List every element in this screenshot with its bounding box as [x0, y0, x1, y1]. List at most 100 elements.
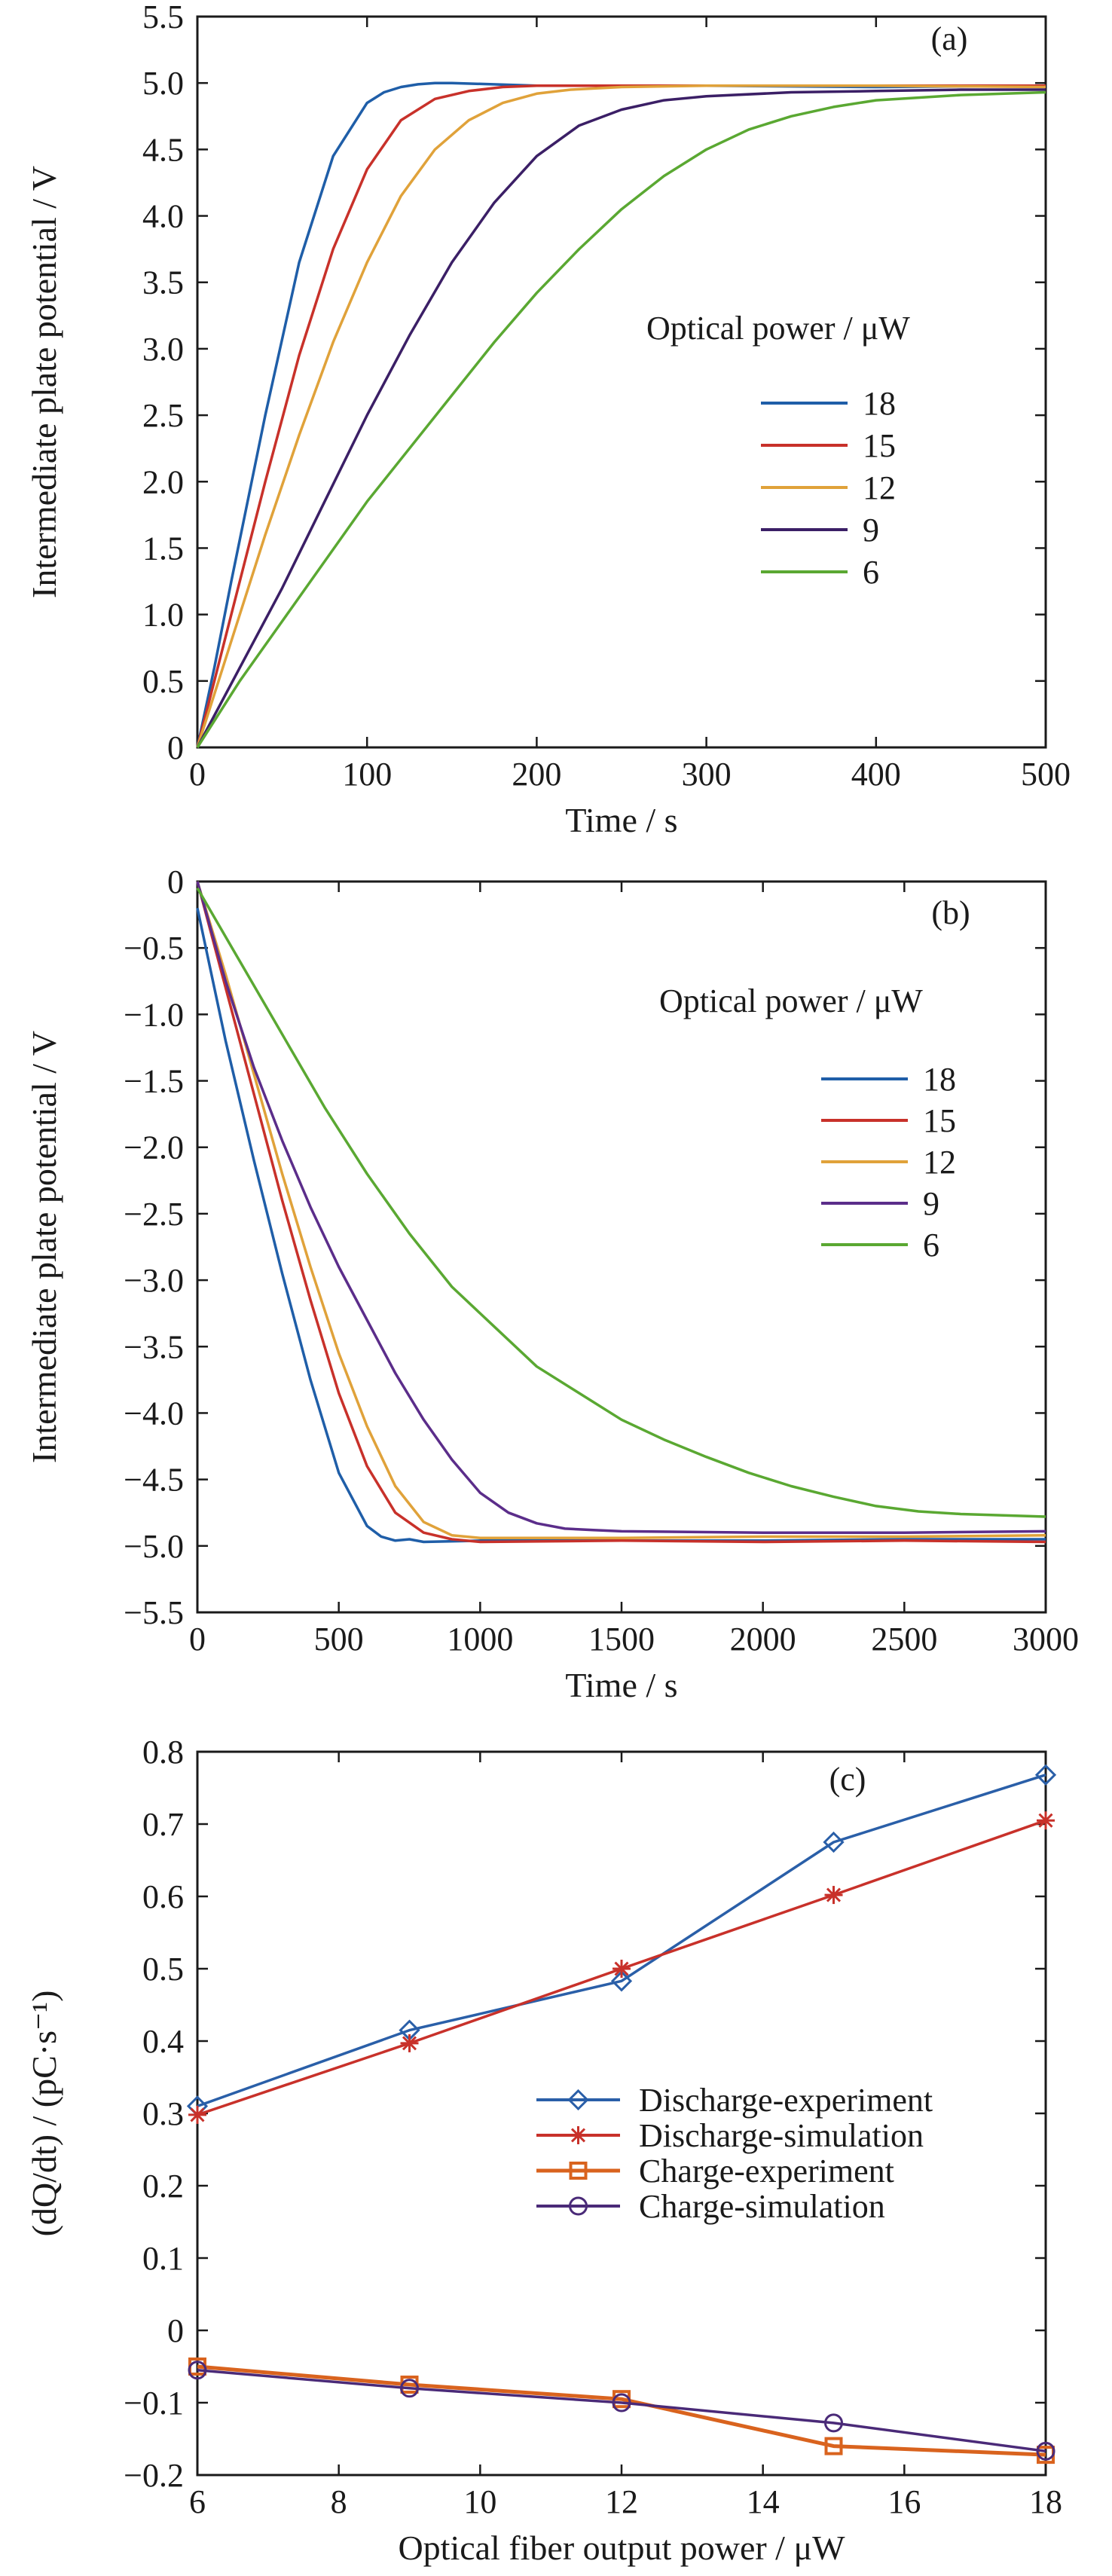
y-tick-label: 5.5	[142, 0, 184, 35]
series-line	[196, 90, 1046, 748]
y-tick-label: 2.5	[142, 397, 184, 434]
legend: Optical power / μW 18 15 12 9 6	[646, 310, 910, 591]
x-tick-label: 0	[189, 1621, 206, 1658]
y-tick-label: 0.7	[142, 1806, 184, 1843]
data-point	[188, 2105, 206, 2124]
legend-label: 12	[923, 1144, 956, 1181]
x-tick-label: 6	[189, 2483, 206, 2520]
y-tick-label: 4.5	[142, 131, 184, 168]
legend-title: Optical power / μW	[659, 982, 923, 1019]
y-tick-label: 4.0	[142, 198, 184, 235]
series-line	[196, 81, 1046, 748]
y-tick-label: 0	[167, 2312, 184, 2349]
series-Discharge-simulation	[188, 1811, 1055, 2124]
series-6	[196, 90, 1046, 748]
data-point	[400, 2379, 419, 2398]
legend-label: 15	[863, 427, 896, 464]
series-12	[196, 881, 1046, 1539]
y-tick-label: 0.2	[142, 2168, 184, 2205]
legend-marker	[569, 2162, 588, 2180]
y-tick-label: 2.0	[142, 463, 184, 500]
y-tick-label: 0.5	[142, 663, 184, 700]
data-point	[613, 1960, 631, 1978]
x-tick-label: 2000	[730, 1621, 796, 1658]
legend-label: 9	[863, 512, 879, 549]
legend-label: Discharge-experiment	[639, 2082, 933, 2119]
series-Discharge-experiment	[186, 1764, 1057, 2117]
legend-marker	[569, 2126, 588, 2144]
legend-marker	[567, 2089, 589, 2111]
series-18	[196, 81, 1046, 748]
legend-label: 9	[923, 1185, 939, 1222]
x-tick-label: 200	[512, 756, 561, 793]
legend-marker	[569, 2196, 588, 2216]
chart-panel-b: 0 500 1000 1500 2000 2500 3000 0 −0.5 −1.0 −1.5 −2.…	[25, 863, 1079, 1704]
x-tick-label: 1000	[447, 1621, 513, 1658]
x-tick-label: 16	[887, 2483, 921, 2520]
panel-label: (a)	[931, 20, 968, 57]
series-line	[196, 887, 1046, 1518]
plot-frame	[196, 15, 1047, 749]
x-tick-label: 14	[747, 2483, 780, 2520]
legend-label: Charge-simulation	[639, 2188, 885, 2225]
y-tick-label: 1.5	[142, 530, 184, 567]
legend-label: Charge-experiment	[639, 2153, 894, 2189]
x-tick-label: 18	[1029, 2483, 1062, 2520]
data-point	[400, 2034, 419, 2052]
series-line	[197, 1774, 1046, 2108]
x-tick-label: 300	[682, 756, 732, 793]
data-point	[1037, 1811, 1055, 1830]
y-tick-label: −1.5	[124, 1063, 184, 1100]
series-line	[196, 88, 1046, 748]
x-axis-title: Optical fiber output power / μW	[398, 2529, 845, 2567]
x-tick-label: 3000	[1013, 1621, 1079, 1658]
y-tick-label: −2.5	[124, 1196, 184, 1233]
y-tick-label: −5.0	[124, 1528, 184, 1565]
series-6	[196, 887, 1046, 1518]
chart-panel-c: 6 8 10 12 14 16 18 0.8 0.7 0.6 0.5 0.4 0.3 0.2 0.1 0 −0.…	[25, 1734, 1062, 2567]
data-point	[824, 2437, 843, 2455]
y-axis-title: (dQ/dt) / (pC·s⁻¹)	[25, 1991, 63, 2237]
y-tick-label: −0.2	[124, 2457, 184, 2494]
x-tick-label: 10	[463, 2483, 496, 2520]
series-15	[196, 881, 1046, 1544]
x-tick-label: 0	[189, 756, 206, 793]
y-tick-label: 0	[167, 729, 184, 766]
data-point	[823, 1831, 845, 1853]
x-tick-label: 2500	[871, 1621, 937, 1658]
series-9	[196, 881, 1046, 1534]
y-tick-label: −0.5	[124, 930, 184, 967]
legend-label: 12	[863, 469, 896, 506]
y-tick-label: −5.5	[124, 1594, 184, 1631]
data-point	[824, 2413, 843, 2433]
x-tick-label: 400	[851, 756, 901, 793]
y-tick-label: 1.0	[142, 597, 184, 634]
data-point	[1034, 1764, 1057, 1786]
y-tick-label: 0.3	[142, 2095, 184, 2132]
legend-label: 6	[923, 1227, 939, 1264]
x-tick-label: 12	[605, 2483, 638, 2520]
x-tick-label: 500	[1021, 756, 1071, 793]
legend: Optical power / μW 18 15 12 9 6	[659, 982, 956, 1264]
data-point	[1036, 2441, 1055, 2461]
y-tick-label: −3.5	[124, 1328, 184, 1365]
x-axis-title: Time / s	[565, 801, 677, 839]
data-point	[188, 2361, 207, 2380]
y-axis-title: Intermediate plate potential / V	[25, 166, 63, 598]
series-9	[196, 88, 1046, 748]
legend-label: 6	[863, 554, 879, 591]
legend-label: 18	[923, 1061, 956, 1098]
chart-panel-a: 0 100 200 300 400 500 0 0.5 1.0 1.5 2.0 2.5 3.0 3.5 4.…	[25, 0, 1071, 839]
legend: Discharge-experimentDischarge-simulation…	[536, 2082, 933, 2225]
y-tick-label: 0	[167, 863, 184, 900]
y-tick-label: −0.1	[124, 2385, 184, 2422]
y-tick-label: −2.0	[124, 1129, 184, 1166]
series-line	[196, 881, 1046, 1534]
y-tick-label: 0.8	[142, 1734, 184, 1771]
x-axis-title: Time / s	[565, 1666, 677, 1704]
y-tick-label: 0.5	[142, 1951, 184, 1988]
legend-label: 18	[863, 385, 896, 422]
y-tick-label: 0.6	[142, 1878, 184, 1915]
series-line	[197, 2364, 1046, 2457]
